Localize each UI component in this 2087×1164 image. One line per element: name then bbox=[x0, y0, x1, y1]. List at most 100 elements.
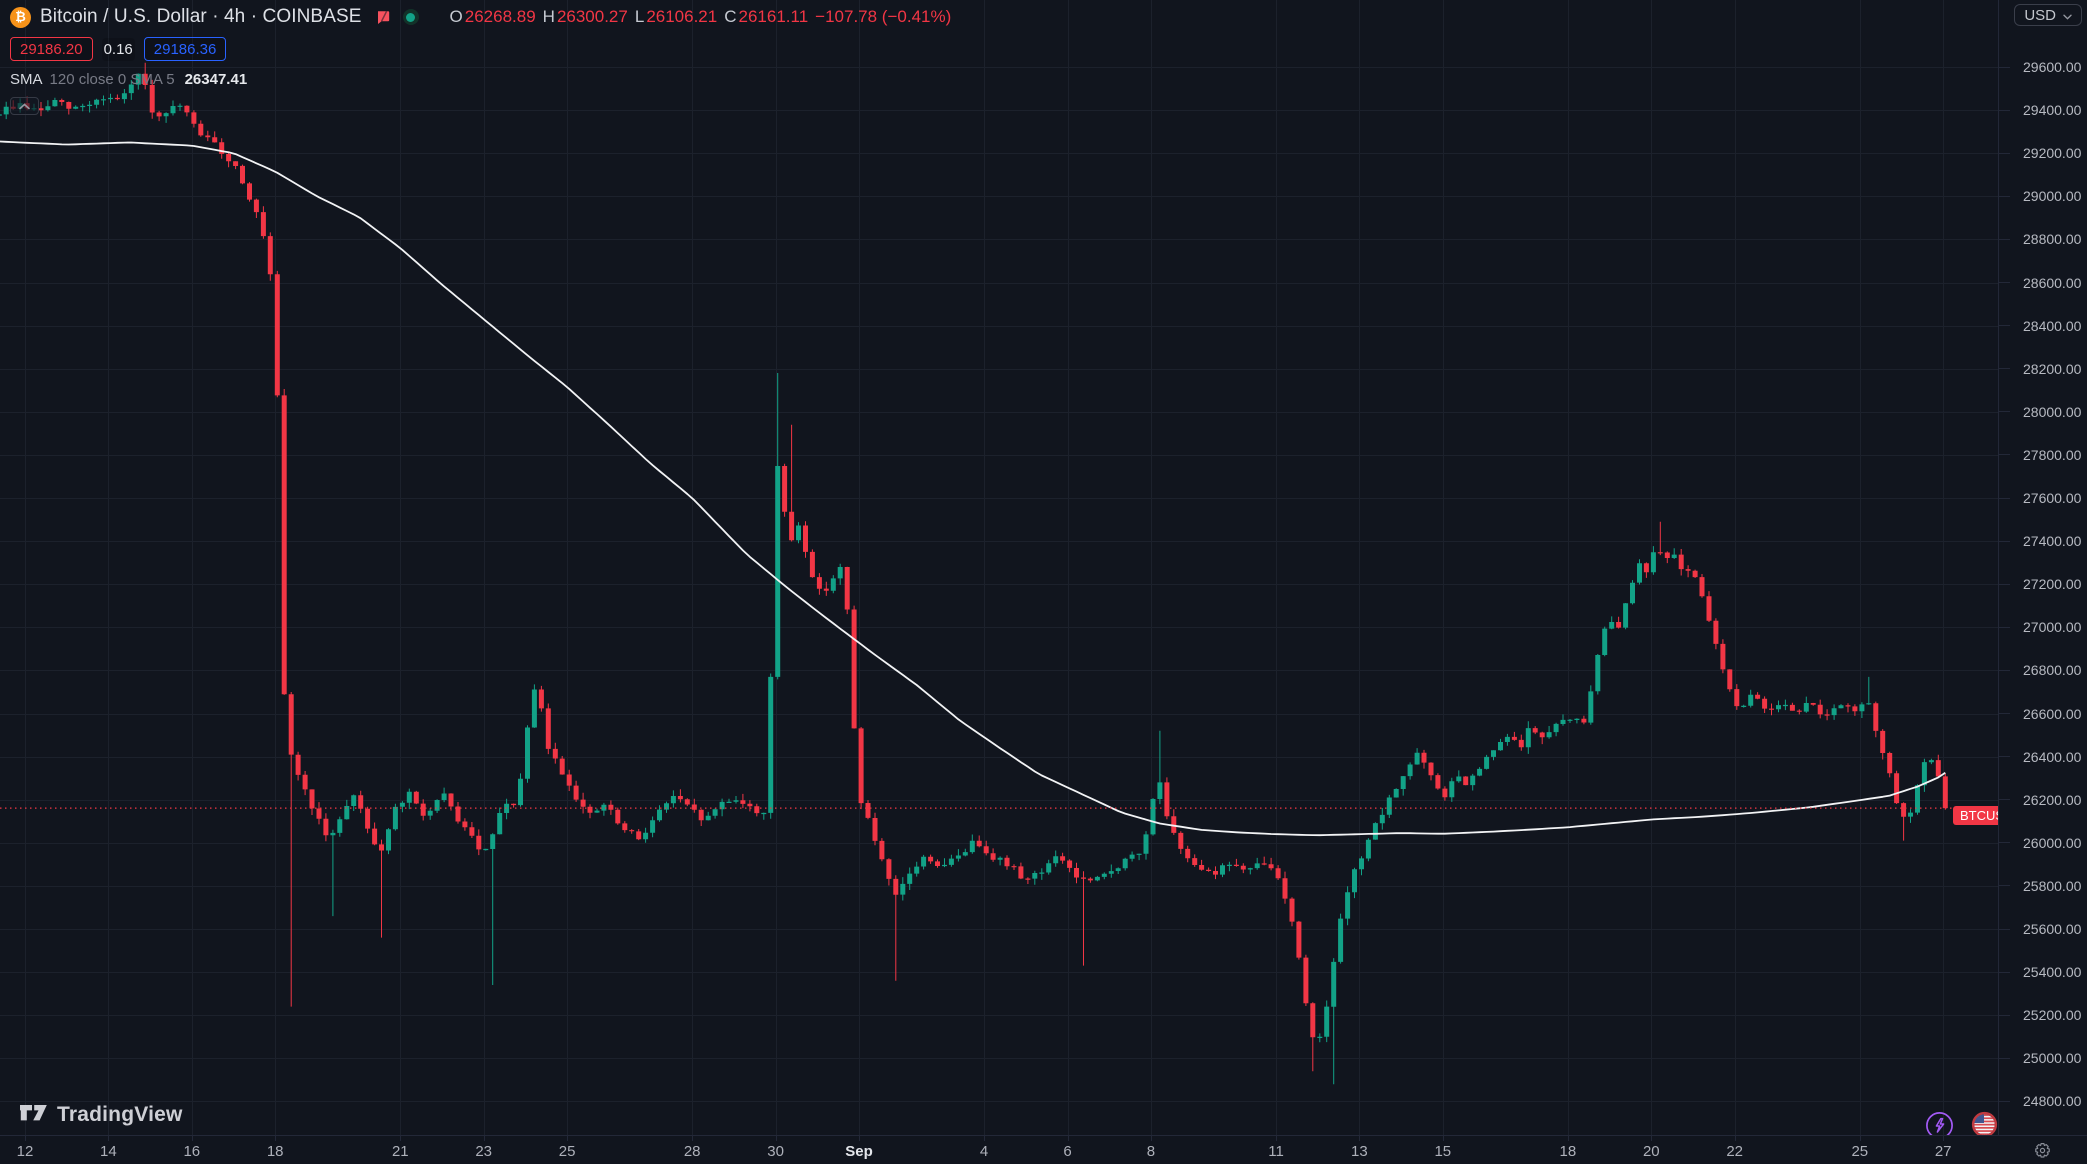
price-tick-mark bbox=[1999, 1100, 2010, 1102]
price-axis-label: 26400.00 bbox=[2023, 748, 2082, 765]
indicator-legend-row[interactable]: SMA 120 close 0 SMA 5 26347.41 bbox=[10, 70, 951, 88]
price-axis-label: 25400.00 bbox=[2023, 964, 2082, 981]
price-tick-mark bbox=[1999, 411, 2010, 413]
ohlc-readout: O 26268.89 H 26300.27 L 26106.21 C 26161.11 … bbox=[450, 7, 952, 27]
time-tick-mark bbox=[1276, 1136, 1277, 1141]
time-tick-mark bbox=[108, 1136, 110, 1141]
chevron-up-icon bbox=[19, 97, 30, 115]
time-axis-label: 22 bbox=[1726, 1143, 1744, 1160]
time-axis-label: Sep bbox=[845, 1143, 873, 1160]
gear-settings-icon[interactable] bbox=[2032, 1141, 2052, 1159]
indicator-value: 26347.41 bbox=[184, 70, 248, 88]
price-axis-label: 26200.00 bbox=[2023, 791, 2082, 808]
price-tick-mark bbox=[1999, 756, 2010, 758]
time-tick-mark bbox=[483, 1136, 485, 1141]
price-tick-mark bbox=[1999, 1057, 2010, 1059]
order-badges-row: 29186.20 0.16 29186.36 bbox=[10, 37, 951, 61]
price-axis-label: 28800.00 bbox=[2023, 231, 2082, 248]
time-axis-label: 12 bbox=[16, 1143, 34, 1160]
time-axis-label: 27 bbox=[1934, 1143, 1952, 1160]
flag-bookmark-icon[interactable] bbox=[375, 9, 392, 26]
symbol-title[interactable]: Bitcoin / U.S. Dollar · 4h · COINBASE bbox=[40, 6, 362, 27]
price-axis-label: 28200.00 bbox=[2023, 360, 2082, 377]
price-tick-mark bbox=[1999, 540, 2010, 542]
indicator-params: 120 close 0 SMA 5 bbox=[49, 70, 175, 88]
price-tick-mark bbox=[1999, 109, 2010, 111]
time-axis-label: 8 bbox=[1146, 1143, 1156, 1160]
price-tick-mark bbox=[1999, 842, 2010, 844]
high-value: 26300.27 bbox=[556, 7, 628, 26]
chart-plot-area[interactable]: ₿ Bitcoin / U.S. Dollar · 4h · COINBASE … bbox=[0, 0, 1998, 1135]
price-axis-label: 29600.00 bbox=[2023, 59, 2082, 75]
time-axis-label: 18 bbox=[266, 1143, 284, 1160]
open-value: 26268.89 bbox=[464, 7, 536, 26]
price-tick-mark bbox=[1999, 583, 2010, 585]
time-axis-label: 30 bbox=[767, 1143, 784, 1160]
close-value: 26161.11 bbox=[738, 7, 809, 26]
candles-up bbox=[0, 73, 1934, 1085]
market-status-icon[interactable] bbox=[402, 9, 419, 25]
price-axis-label: 25000.00 bbox=[2023, 1050, 2082, 1067]
time-axis[interactable]: 12 14 16 18 21 23 25 28 30 Sep 4 6 8 11 13 15 18 20 22 25 27 bbox=[0, 1135, 2087, 1164]
time-axis-label: 16 bbox=[183, 1143, 201, 1160]
price-tick-mark bbox=[1999, 66, 2010, 68]
currency-label: USD bbox=[2024, 6, 2056, 24]
chart-legend: ₿ Bitcoin / U.S. Dollar · 4h · COINBASE … bbox=[10, 4, 951, 115]
price-tick-mark bbox=[1999, 669, 2010, 671]
price-axis-label: 26600.00 bbox=[2023, 705, 2082, 722]
time-tick-mark bbox=[1442, 1136, 1444, 1141]
time-axis-label: 15 bbox=[1434, 1143, 1452, 1160]
time-tick-mark bbox=[1734, 1136, 1736, 1141]
close-label: C bbox=[724, 7, 737, 26]
tradingview-mark-icon bbox=[19, 1103, 48, 1127]
sma-line[interactable] bbox=[0, 140, 1946, 837]
chevron-down-icon bbox=[2063, 7, 2072, 24]
price-tick-mark bbox=[1999, 971, 2010, 973]
price-tick-mark bbox=[1999, 885, 2010, 887]
price-axis[interactable]: USD 29600.00 29400.00 29200.00 29000.00 2880… bbox=[1998, 0, 2087, 1135]
price-tick-mark bbox=[1999, 325, 2010, 327]
time-axis-label: 21 bbox=[391, 1143, 409, 1160]
price-axis-label: 25200.00 bbox=[2023, 1007, 2082, 1024]
change-value: −107.78 (−0.41%) bbox=[815, 7, 952, 26]
low-label: L bbox=[634, 7, 645, 26]
time-tick-mark bbox=[275, 1136, 277, 1141]
time-tick-mark bbox=[984, 1136, 986, 1141]
time-tick-mark bbox=[567, 1136, 569, 1141]
order-quantity: 0.16 bbox=[101, 37, 135, 61]
price-tick-mark bbox=[1999, 238, 2010, 240]
time-tick-mark bbox=[1359, 1136, 1361, 1141]
price-axis-label: 27200.00 bbox=[2023, 576, 2082, 593]
tradingview-logo[interactable]: TradingView bbox=[19, 1103, 183, 1127]
price-tick-mark bbox=[1999, 152, 2010, 154]
tradingview-logo-text: TradingView bbox=[57, 1103, 183, 1126]
time-axis-label: 25 bbox=[1851, 1143, 1869, 1160]
time-axis-label: 18 bbox=[1559, 1143, 1577, 1160]
buy-order-badge[interactable]: 29186.36 bbox=[143, 37, 227, 61]
price-tick-mark bbox=[1999, 282, 2010, 283]
price-tick-mark bbox=[1999, 799, 2010, 801]
lightning-boost-icon[interactable] bbox=[1925, 1111, 1954, 1135]
currency-dropdown[interactable]: USD bbox=[2014, 4, 2082, 26]
price-tick-mark bbox=[1999, 626, 2010, 628]
time-axis-label: 6 bbox=[1063, 1143, 1072, 1160]
us-flag-icon[interactable] bbox=[1971, 1111, 1998, 1135]
indicator-name[interactable]: SMA bbox=[10, 70, 43, 88]
price-axis-label: 26800.00 bbox=[2023, 662, 2082, 679]
time-tick-mark bbox=[191, 1136, 193, 1141]
time-axis-label: 13 bbox=[1351, 1143, 1368, 1160]
price-axis-label: 27600.00 bbox=[2023, 490, 2082, 506]
sell-order-badge[interactable]: 29186.20 bbox=[10, 37, 93, 61]
time-tick-mark bbox=[859, 1136, 860, 1141]
price-axis-label: 29000.00 bbox=[2023, 188, 2082, 205]
price-axis-label: 28400.00 bbox=[2023, 317, 2082, 334]
time-tick-mark bbox=[1651, 1136, 1653, 1141]
time-axis-label: 14 bbox=[100, 1143, 117, 1160]
price-axis-label: 25600.00 bbox=[2023, 921, 2082, 937]
bitcoin-icon: ₿ bbox=[10, 6, 31, 28]
legend-collapse-button[interactable] bbox=[10, 97, 39, 115]
candlestick-chart[interactable] bbox=[0, 0, 1998, 1135]
price-axis-label: 28600.00 bbox=[2023, 274, 2082, 291]
time-axis-label: 4 bbox=[979, 1143, 989, 1160]
price-tick-mark bbox=[1999, 928, 2010, 930]
